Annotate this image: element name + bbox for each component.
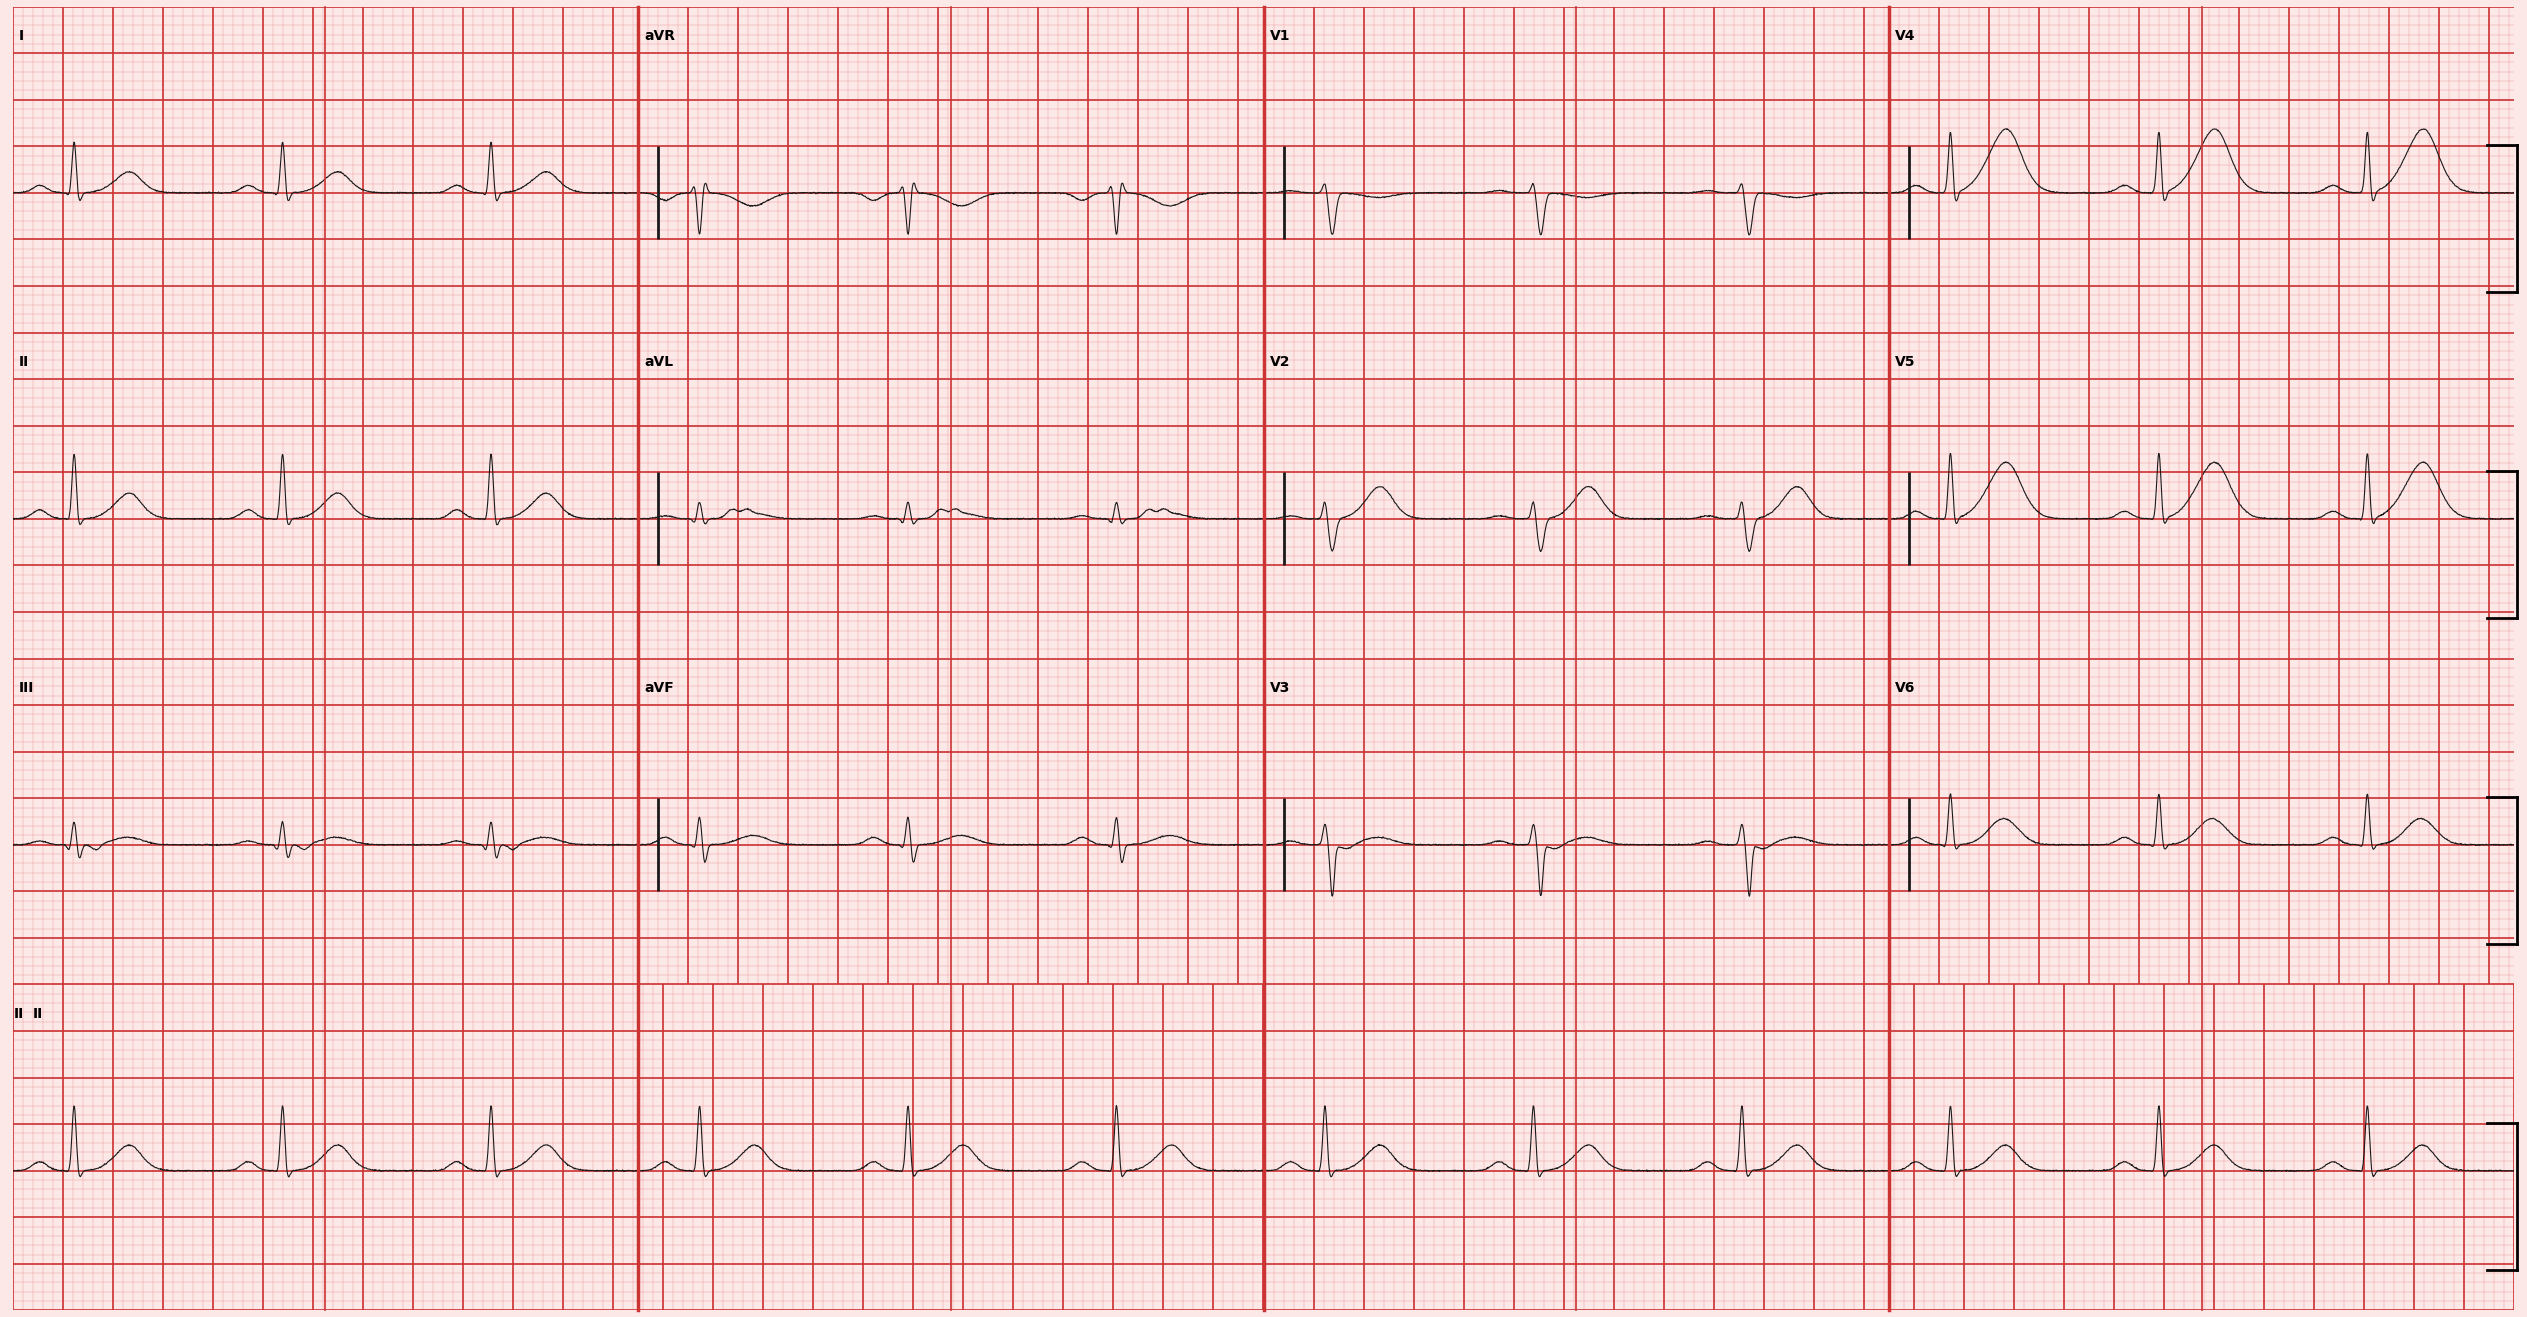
Text: II: II — [18, 354, 30, 369]
Text: I: I — [18, 29, 25, 43]
Text: V1: V1 — [1269, 29, 1291, 43]
Text: II: II — [33, 1006, 43, 1021]
Text: III: III — [18, 681, 35, 695]
Text: V5: V5 — [1895, 354, 1915, 369]
Text: V3: V3 — [1269, 681, 1291, 695]
Text: aVF: aVF — [644, 681, 675, 695]
Text: V2: V2 — [1269, 354, 1291, 369]
Text: II: II — [13, 1006, 23, 1021]
Text: aVL: aVL — [644, 354, 675, 369]
Text: V4: V4 — [1895, 29, 1915, 43]
Text: aVR: aVR — [644, 29, 675, 43]
Text: V6: V6 — [1895, 681, 1915, 695]
